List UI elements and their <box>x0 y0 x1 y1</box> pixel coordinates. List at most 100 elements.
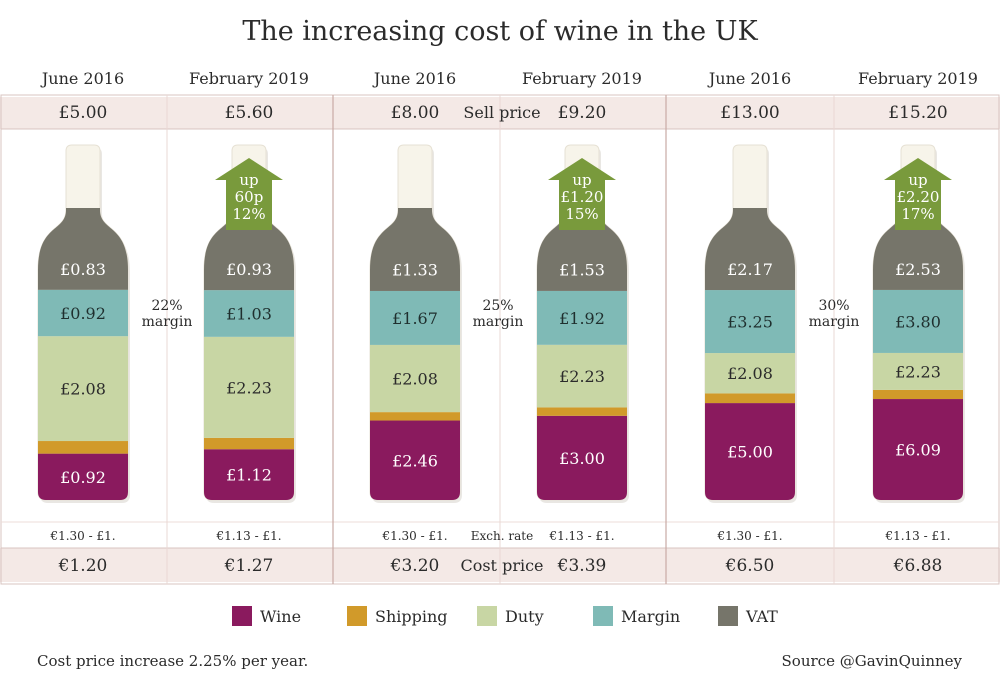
cost-price-value: €6.50 <box>725 556 775 576</box>
increase-label: 60p <box>235 188 264 206</box>
legend-label-duty: Duty <box>505 606 544 626</box>
increase-arrow <box>548 158 616 230</box>
column-date: February 2019 <box>189 69 309 88</box>
sell-price-value: £5.60 <box>225 103 274 123</box>
column-date: February 2019 <box>522 69 642 88</box>
segment-label-vat: £0.93 <box>226 260 272 279</box>
segment-label-duty: £2.23 <box>895 362 941 381</box>
segment-label-duty: £2.23 <box>226 378 272 397</box>
increase-label: 12% <box>232 205 265 223</box>
segment-label-duty: £2.23 <box>559 367 605 386</box>
cost-price-value: €6.88 <box>893 556 943 576</box>
exch-rate-row-label: Exch. rate <box>471 529 533 543</box>
legend-swatch-wine <box>232 606 252 626</box>
segment-margin <box>873 289 963 353</box>
legend-item-duty: Duty <box>477 606 544 626</box>
segment-label-vat: £1.33 <box>392 260 438 279</box>
exch-rate-value: €1.13 - £1. <box>548 529 614 543</box>
segment-label-vat: £2.17 <box>727 260 773 279</box>
legend-label-shipping: Shipping <box>375 606 448 626</box>
margin-word: margin <box>142 314 193 330</box>
legend-swatch-duty <box>477 606 497 626</box>
segment-label-vat: £2.53 <box>895 260 941 279</box>
segment-label-margin: £3.25 <box>727 313 773 332</box>
legend-swatch-vat <box>718 606 738 626</box>
segment-label-duty: £2.08 <box>392 370 438 389</box>
increase-label: 17% <box>901 205 934 223</box>
segment-label-margin: £3.80 <box>895 312 941 331</box>
segment-wine <box>38 453 128 500</box>
bottle-stack <box>38 208 128 500</box>
bottle-stack <box>370 208 460 500</box>
bottle-stack <box>537 208 627 500</box>
segment-shipping <box>537 407 627 416</box>
segment-shipping <box>370 412 460 421</box>
segment-label-wine: £5.00 <box>727 443 773 462</box>
segment-wine <box>873 399 963 500</box>
legend-item-vat: VAT <box>718 606 778 626</box>
segment-wine <box>705 403 795 500</box>
bottle-stack <box>204 208 294 500</box>
segment-wine <box>204 449 294 500</box>
increase-arrow <box>884 158 952 230</box>
margin-word: margin <box>473 314 524 330</box>
segment-margin <box>370 290 460 345</box>
segment-label-wine: £1.12 <box>226 466 272 485</box>
segment-label-margin: £0.92 <box>60 304 106 323</box>
increase-label: up <box>572 171 591 189</box>
segment-margin <box>705 290 795 354</box>
column-date: June 2016 <box>372 69 456 88</box>
segment-shipping <box>873 389 963 400</box>
segment-margin <box>204 290 294 337</box>
legend-label-margin: Margin <box>621 606 681 626</box>
increase-arrow <box>215 158 283 230</box>
segment-duty <box>705 353 795 394</box>
segment-margin <box>537 290 627 345</box>
segment-label-margin: £1.67 <box>392 309 438 328</box>
legend-label-wine: Wine <box>260 606 302 626</box>
segment-label-duty: £2.08 <box>727 364 773 383</box>
legend-label-vat: VAT <box>746 606 778 626</box>
cost-price-value: €1.20 <box>58 556 108 576</box>
margin-percent: 25% <box>482 298 513 314</box>
sell-price-value: £5.00 <box>59 103 108 123</box>
margin-percent: 22% <box>151 298 182 314</box>
exch-rate-value: €1.13 - £1. <box>884 529 950 543</box>
segment-label-vat: £0.83 <box>60 260 106 279</box>
legend-item-wine: Wine <box>232 606 301 626</box>
exch-rate-value: €1.30 - £1. <box>49 529 115 543</box>
increase-label: £2.20 <box>897 188 940 206</box>
segment-label-duty: £2.08 <box>60 380 106 399</box>
footnote: Cost price increase 2.25% per year. <box>37 652 309 670</box>
segment-label-wine: £0.92 <box>60 468 106 487</box>
exch-rate-value: €1.30 - £1. <box>381 529 447 543</box>
legend-swatch-margin <box>593 606 613 626</box>
source-credit: Source @GavinQuinney <box>781 652 962 670</box>
segment-label-vat: £1.53 <box>559 260 605 279</box>
segment-duty <box>204 336 294 438</box>
segment-shipping <box>204 437 294 450</box>
sell-price-value: £15.20 <box>888 103 947 123</box>
exch-rate-value: €1.30 - £1. <box>716 529 782 543</box>
segment-duty <box>370 344 460 413</box>
segment-margin <box>38 289 128 337</box>
cost-price-value: €3.39 <box>557 556 607 576</box>
legend-item-margin: Margin <box>593 606 680 626</box>
segment-shipping <box>705 393 795 404</box>
segment-label-wine: £3.00 <box>559 449 605 468</box>
exch-rate-value: €1.13 - £1. <box>215 529 281 543</box>
segment-wine <box>537 415 627 500</box>
sell-price-value: £13.00 <box>720 103 779 123</box>
increase-label: up <box>908 171 927 189</box>
column-date: February 2019 <box>858 69 978 88</box>
margin-word: margin <box>809 314 860 330</box>
segment-duty <box>537 344 627 408</box>
sell-price-value: £9.20 <box>558 103 607 123</box>
legend: Wine Shipping Duty Margin VAT <box>0 606 1000 636</box>
cost-price-row-label: Cost price <box>460 556 543 575</box>
segment-duty <box>873 352 963 390</box>
segment-label-wine: £2.46 <box>392 451 438 470</box>
sell-price-value: £8.00 <box>391 103 440 123</box>
segment-label-margin: £1.03 <box>226 304 272 323</box>
